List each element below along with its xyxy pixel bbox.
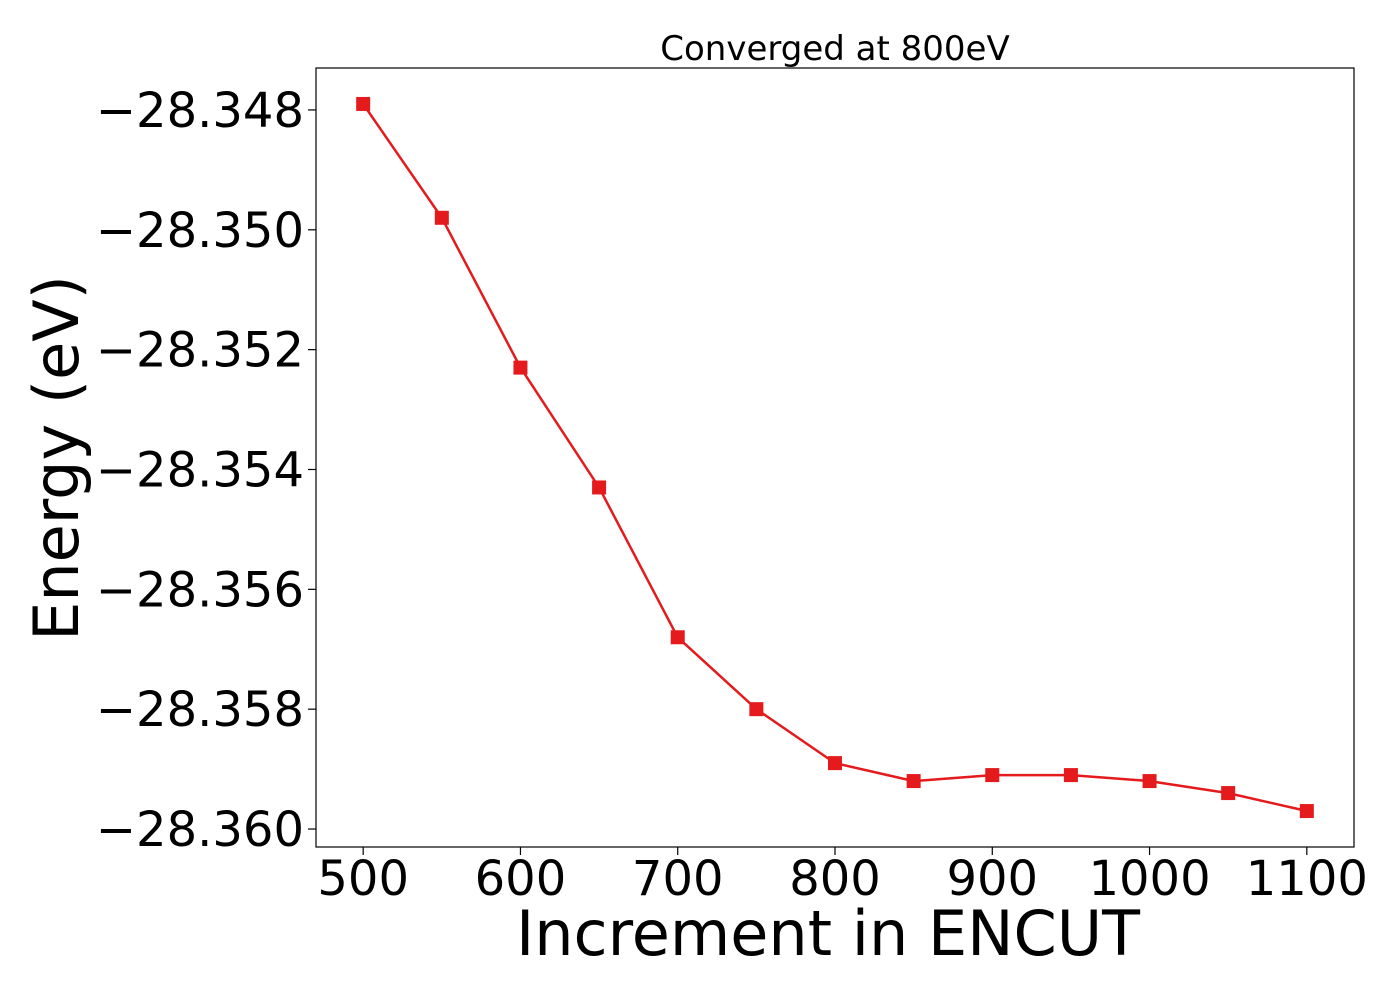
x-axis-ticks: 500 600 700 800 900 1000 1100 bbox=[317, 847, 1368, 907]
data-point-marker bbox=[356, 96, 371, 111]
x-tick-label: 600 bbox=[475, 851, 567, 907]
data-point-marker bbox=[828, 756, 842, 771]
y-axis-ticks: −28.348 −28.350 −28.352 −28.354 −28.356 −28.3… bbox=[96, 83, 316, 858]
data-point-marker bbox=[434, 210, 449, 225]
y-tick-label: −28.352 bbox=[96, 323, 304, 379]
x-tick-label: 500 bbox=[317, 851, 409, 907]
y-tick-label: −28.354 bbox=[96, 442, 304, 498]
x-tick-label: 700 bbox=[632, 851, 724, 907]
y-axis-label: Energy (eV) bbox=[20, 275, 93, 641]
data-point-marker bbox=[1063, 768, 1078, 783]
series-layer bbox=[356, 96, 1314, 819]
data-point-marker bbox=[749, 702, 764, 717]
data-point-marker bbox=[1142, 774, 1157, 789]
data-point-marker bbox=[1299, 804, 1314, 819]
data-point-marker bbox=[906, 774, 921, 789]
y-tick-label: −28.358 bbox=[96, 682, 304, 738]
data-point-marker bbox=[513, 360, 528, 375]
y-tick-label: −28.356 bbox=[96, 562, 304, 618]
y-tick-label: −28.348 bbox=[96, 83, 304, 139]
y-tick-label: −28.360 bbox=[96, 802, 304, 858]
plot-frame bbox=[315, 67, 1355, 848]
x-tick-label: 800 bbox=[789, 851, 881, 907]
data-point-marker bbox=[670, 630, 685, 645]
x-tick-label: 1000 bbox=[1088, 851, 1210, 907]
chart-title: Converged at 800eV bbox=[660, 29, 1009, 69]
y-tick-label: −28.350 bbox=[96, 203, 304, 259]
x-tick-label: 1100 bbox=[1246, 851, 1368, 907]
data-point-marker bbox=[592, 480, 607, 495]
x-axis-label: Increment in ENCUT bbox=[516, 897, 1141, 970]
x-tick-label: 900 bbox=[946, 851, 1038, 907]
data-point-marker bbox=[985, 768, 1000, 783]
data-point-marker bbox=[1221, 786, 1236, 801]
series-line bbox=[362, 103, 1308, 813]
